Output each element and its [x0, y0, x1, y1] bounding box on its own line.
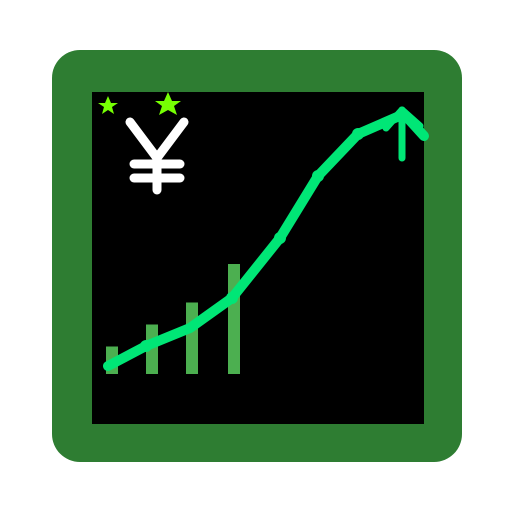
chart-bar [146, 324, 158, 374]
trend-markers [140, 128, 364, 352]
chart-bar [228, 264, 240, 374]
star-icon [155, 92, 181, 115]
yen-icon [125, 117, 189, 195]
chart-bar [186, 302, 198, 374]
star-icon [98, 96, 118, 114]
up-arrow-icon [382, 106, 424, 162]
